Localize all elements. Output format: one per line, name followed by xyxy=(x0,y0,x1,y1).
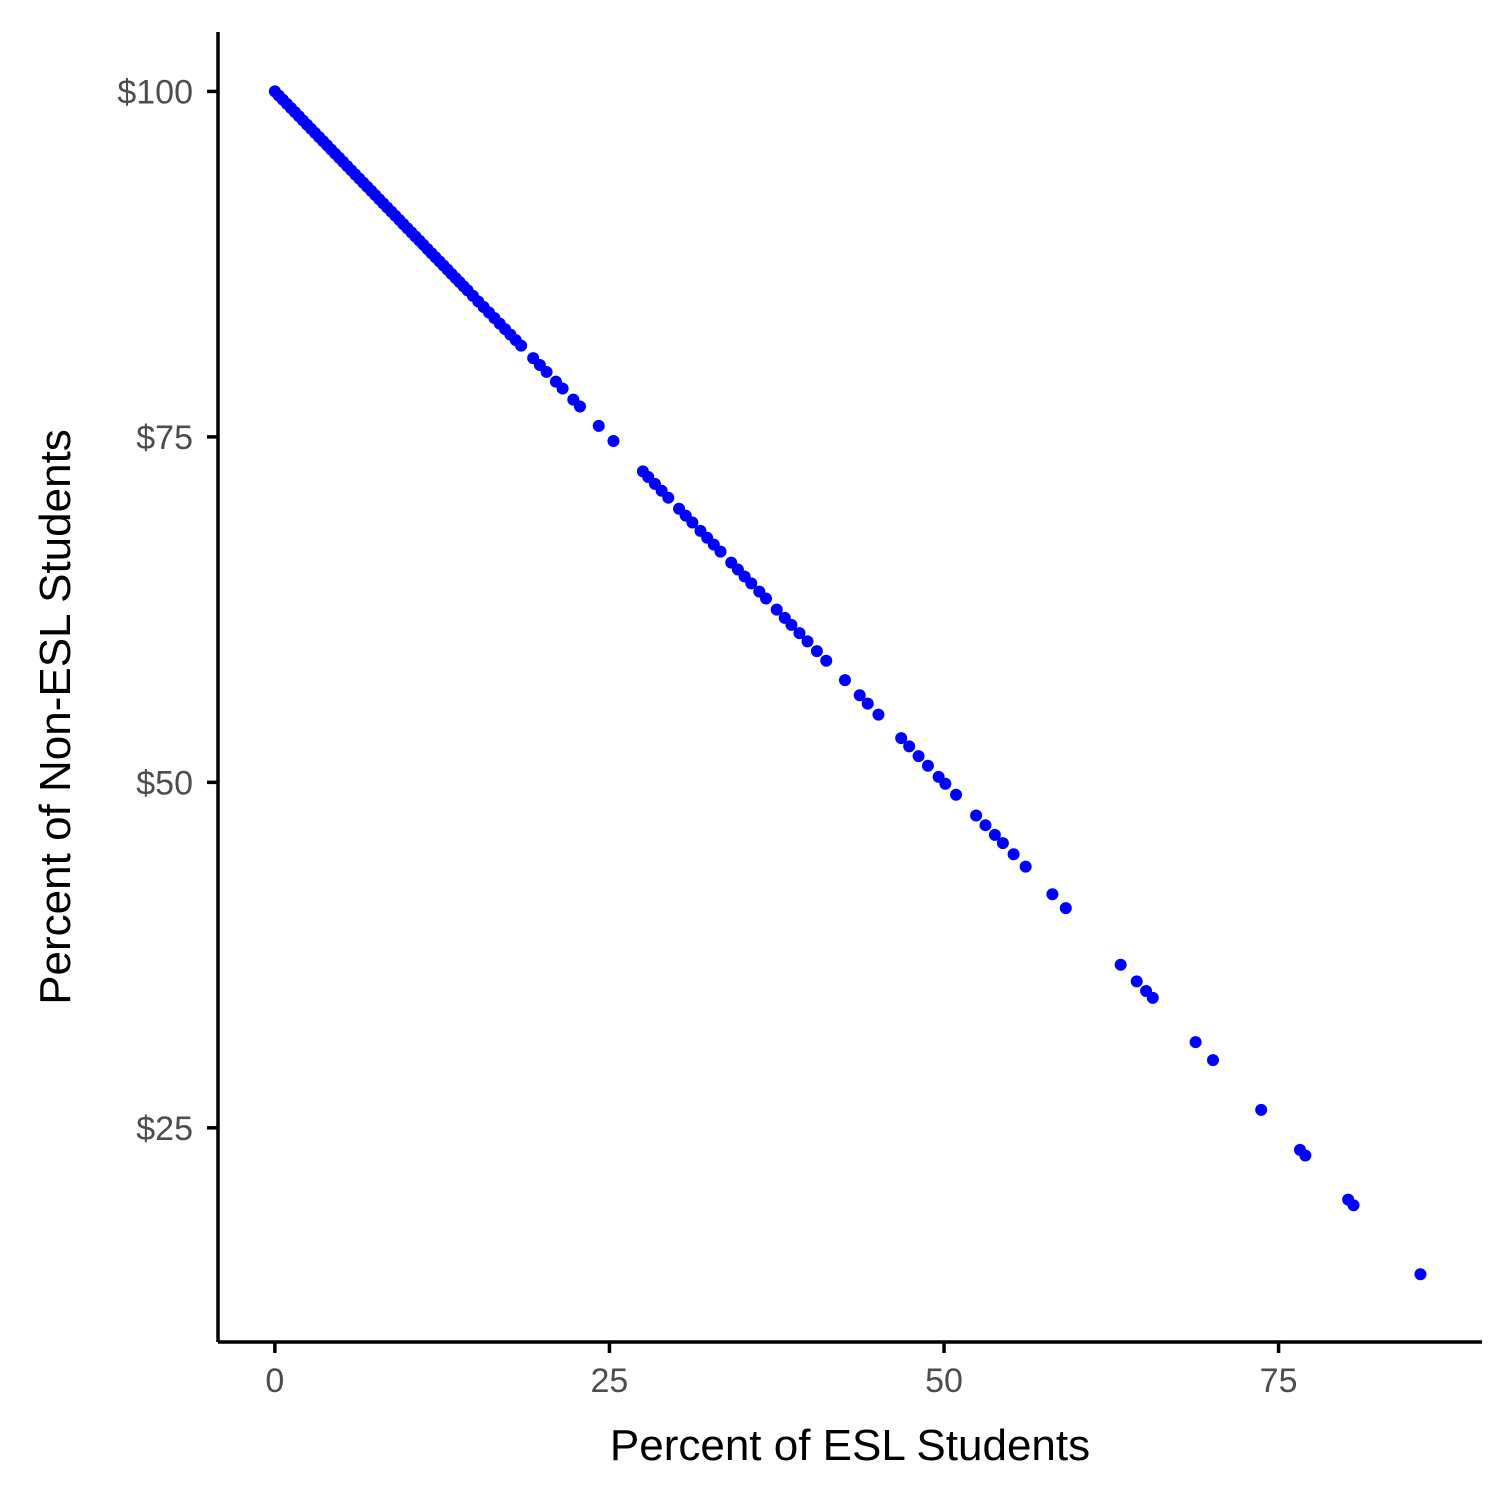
data-point xyxy=(810,645,823,658)
x-axis-ticks: 0 25 50 75 xyxy=(265,1342,1297,1400)
data-point xyxy=(838,674,851,687)
data-point xyxy=(515,339,528,352)
data-point xyxy=(1207,1054,1220,1067)
data-point xyxy=(939,777,952,790)
data-point xyxy=(686,516,699,529)
data-point xyxy=(760,592,773,605)
x-tick-label: 0 xyxy=(265,1362,284,1400)
data-point xyxy=(592,419,605,432)
x-tick-label: 50 xyxy=(925,1362,963,1400)
data-point xyxy=(1114,958,1127,971)
data-point xyxy=(556,382,569,395)
data-point xyxy=(1130,975,1143,988)
y-tick-label: $25 xyxy=(136,1110,193,1148)
data-point xyxy=(861,697,874,710)
x-tick-label: 75 xyxy=(1260,1362,1298,1400)
y-axis-ticks: $25 $50 $75 $100 xyxy=(117,73,218,1148)
data-point xyxy=(996,837,1009,850)
data-point xyxy=(607,435,620,448)
data-point xyxy=(1414,1268,1427,1281)
data-point xyxy=(1019,860,1032,873)
data-point xyxy=(912,750,925,763)
data-point xyxy=(745,577,758,590)
data-point xyxy=(1347,1199,1360,1212)
data-point xyxy=(979,819,992,832)
y-axis-title: Percent of Non-ESL Students xyxy=(31,429,80,1005)
data-point xyxy=(872,708,885,721)
data-point xyxy=(540,365,553,378)
data-point xyxy=(714,545,727,558)
data-point xyxy=(574,400,586,413)
y-tick-label: $100 xyxy=(117,73,193,111)
y-tick-label: $75 xyxy=(136,419,193,457)
data-point xyxy=(1007,848,1020,861)
points-layer xyxy=(268,85,1427,1281)
data-point xyxy=(903,740,916,753)
data-point xyxy=(895,732,908,745)
data-point xyxy=(662,491,675,504)
data-point xyxy=(801,635,814,648)
data-point xyxy=(950,788,963,801)
data-point xyxy=(1146,991,1159,1004)
data-point xyxy=(793,627,806,640)
data-point xyxy=(853,689,866,702)
data-point xyxy=(1189,1036,1202,1049)
data-point xyxy=(820,654,833,667)
data-point xyxy=(785,618,798,631)
data-point xyxy=(1299,1149,1312,1162)
x-axis-title: Percent of ESL Students xyxy=(610,1421,1090,1470)
x-tick-label: 25 xyxy=(591,1362,629,1400)
y-tick-label: $50 xyxy=(136,764,193,802)
data-point xyxy=(1059,902,1072,915)
data-point xyxy=(1255,1103,1268,1116)
data-point xyxy=(770,603,783,616)
data-point xyxy=(988,828,1001,841)
data-point xyxy=(970,809,983,822)
data-point xyxy=(921,759,934,772)
data-point xyxy=(1046,888,1059,901)
